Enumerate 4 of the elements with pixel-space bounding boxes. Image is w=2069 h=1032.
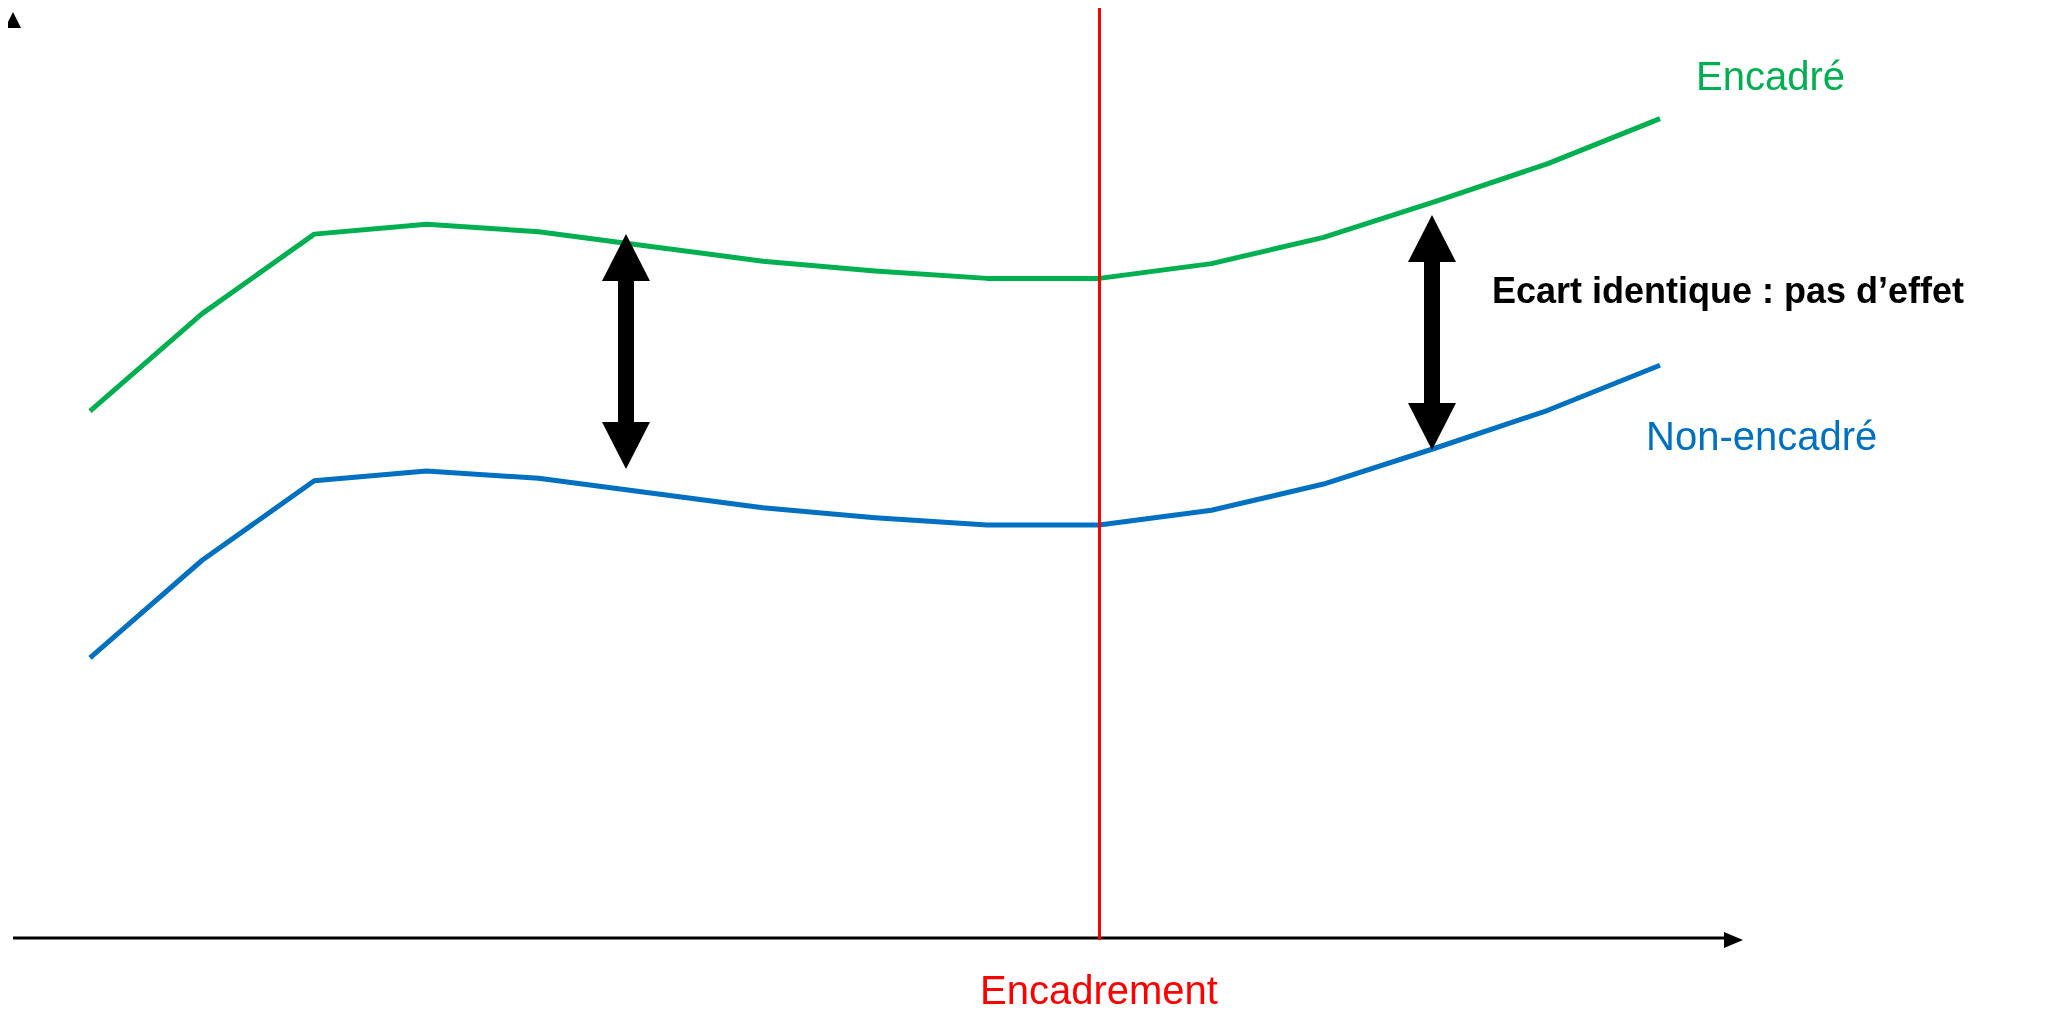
text: Encadrement [980,968,1218,1013]
series-label: Encadré [1696,53,1845,98]
annotation: Ecart identique : pas d’effet [1492,270,1965,312]
series-label: Non-encadré [1646,414,1878,459]
